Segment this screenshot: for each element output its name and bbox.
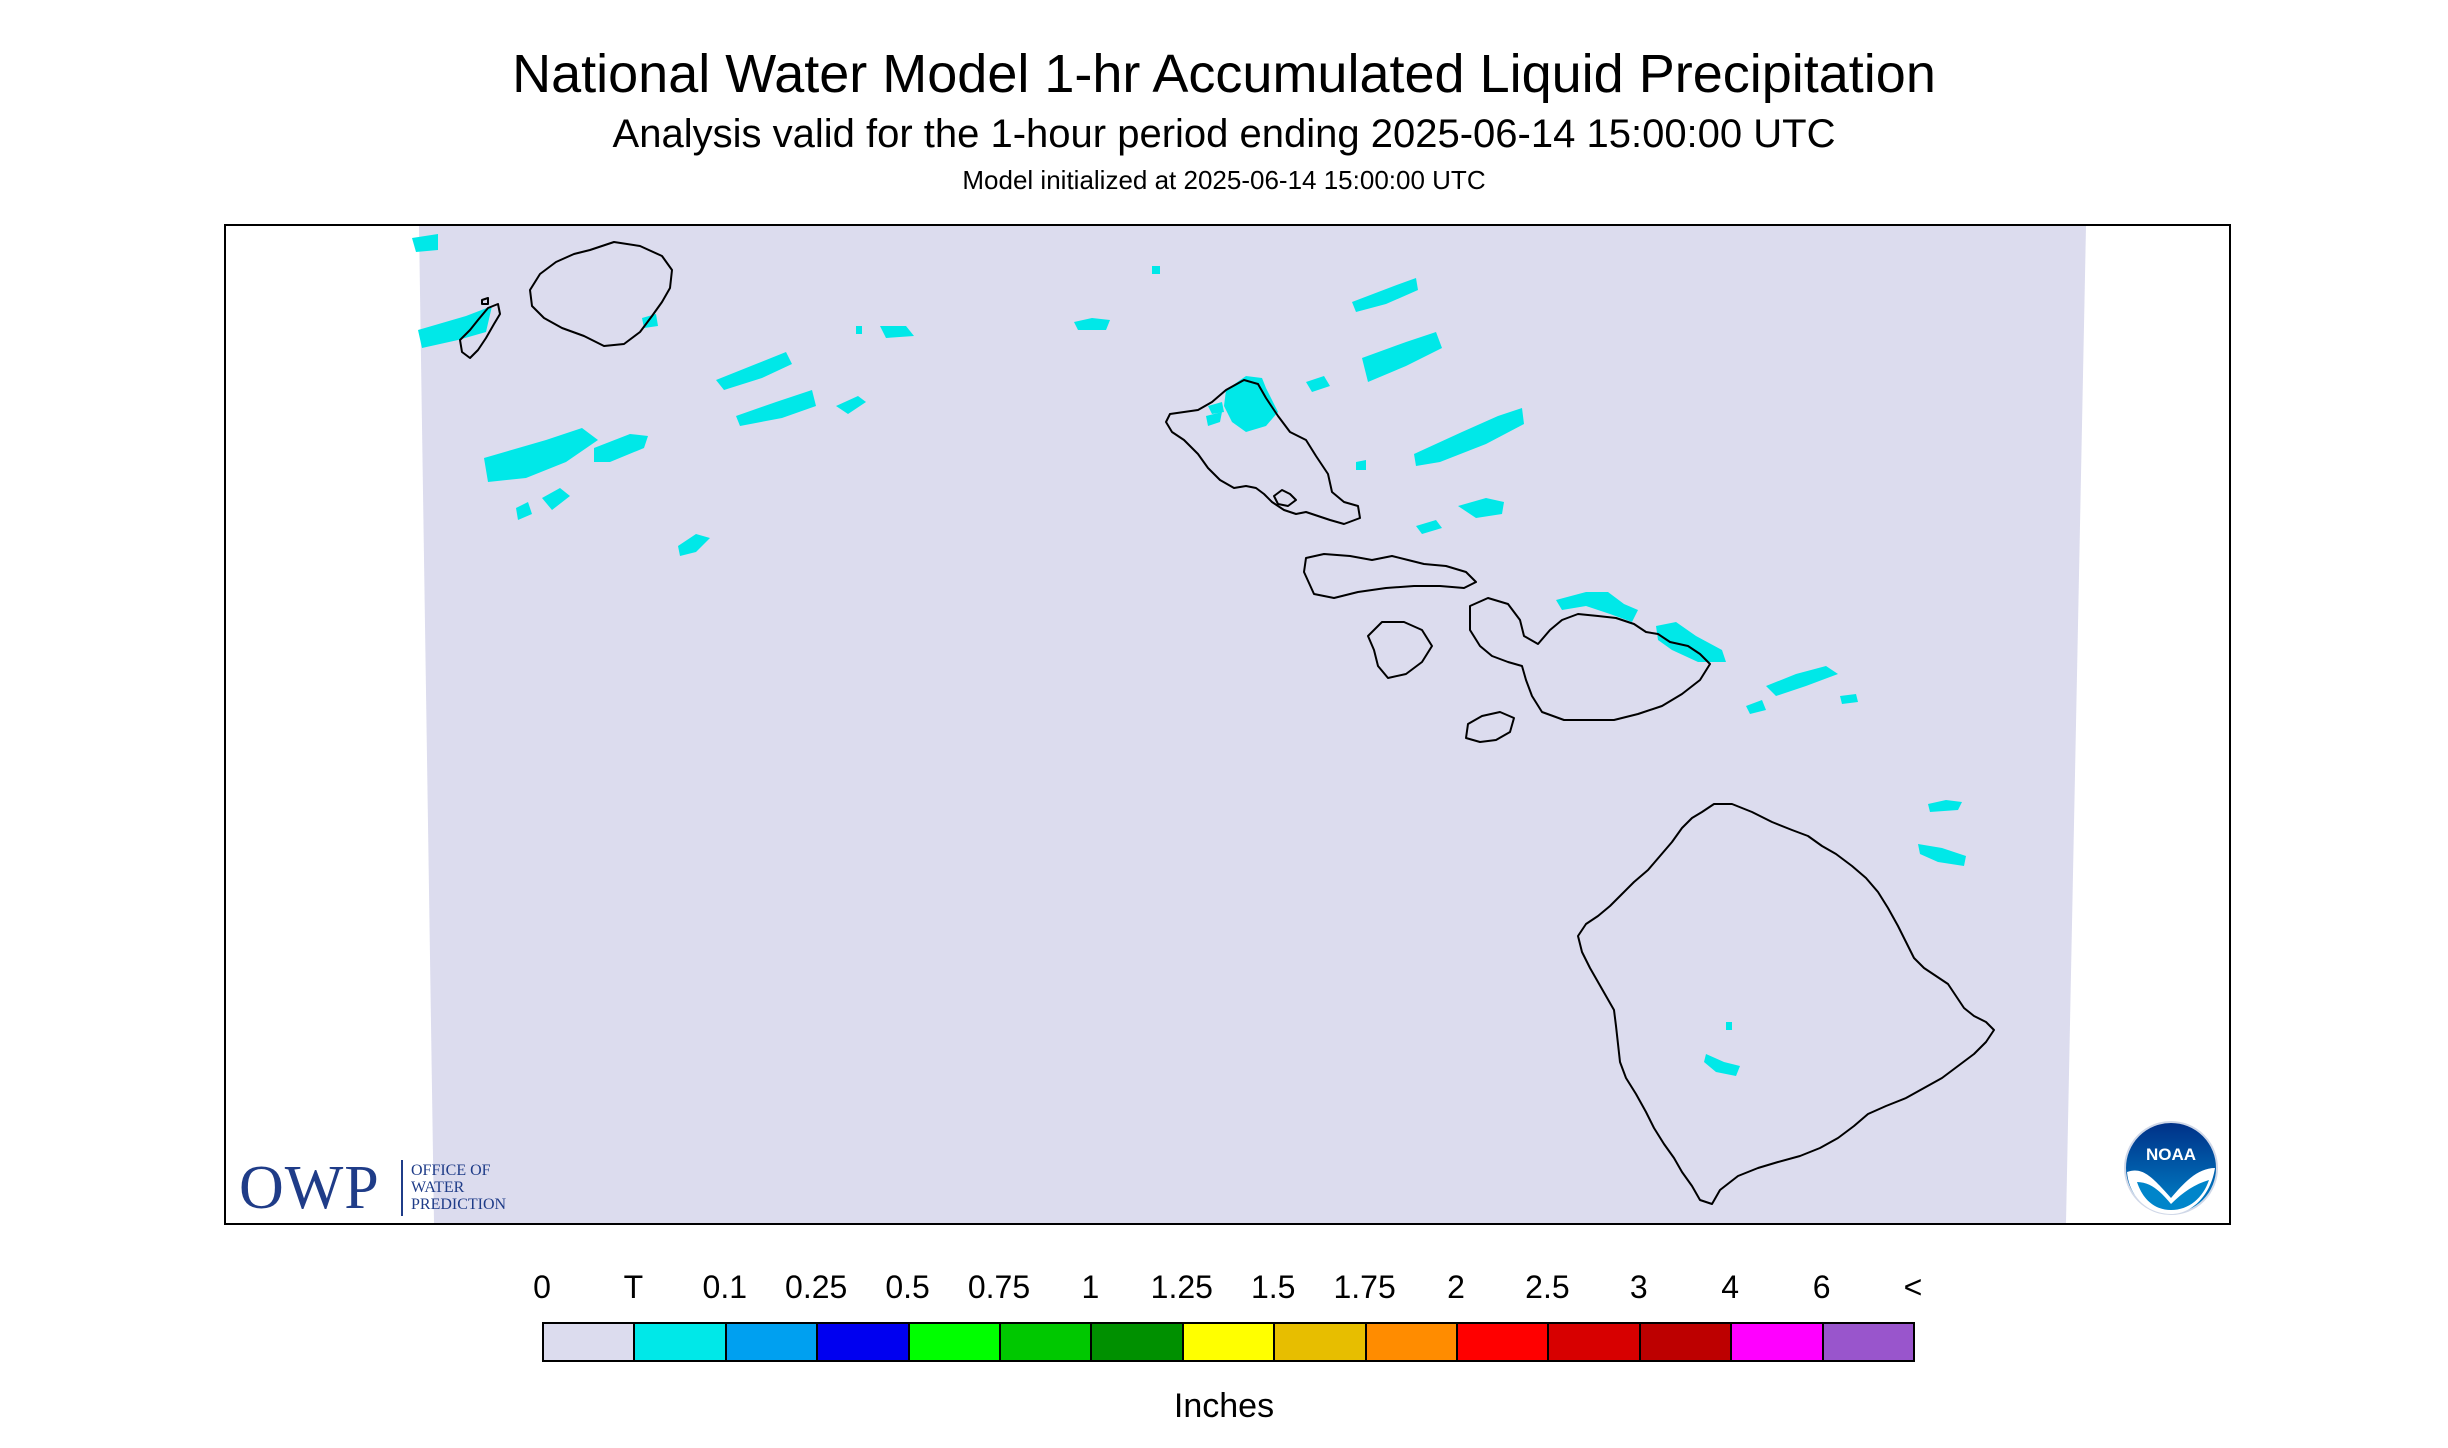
legend-tick-label: 0.75 (967, 1269, 1031, 1305)
legend-color-box (1547, 1322, 1641, 1362)
precip-patch (542, 488, 570, 510)
legend-color-box (1273, 1322, 1367, 1362)
coastline-oahu (1165, 379, 1361, 525)
precip-patch (736, 390, 816, 426)
legend-color-box (1364, 1322, 1458, 1362)
precip-patch (1918, 844, 1966, 866)
precip-patches (412, 234, 1966, 1076)
legend-tick-label: 2 (1447, 1269, 1465, 1305)
legend-tick-label: 0.25 (785, 1269, 848, 1305)
precip-patch (1556, 592, 1638, 622)
precip-patch (1766, 666, 1838, 696)
legend-color-box (816, 1322, 910, 1362)
legend-tick-label: 6 (1812, 1269, 1831, 1305)
legend-tick-label: < (1903, 1269, 1923, 1305)
precip-patch (1458, 498, 1504, 518)
legend-tick-label: 0.1 (702, 1269, 748, 1305)
legend-tick-label: 1 (1081, 1269, 1100, 1305)
legend-color-box (724, 1322, 819, 1362)
legend-tick-label: 2.5 (1525, 1269, 1570, 1305)
map-panel (224, 224, 2231, 1225)
owp-logo-line: WATER (411, 1179, 465, 1196)
noaa-emblem-icon: NOAA (2124, 1121, 2218, 1215)
map-subtitle: Analysis valid for the 1-hour period end… (612, 112, 1836, 156)
precip-patch (1840, 694, 1858, 704)
precip-patch (1656, 622, 1726, 662)
noaa-logo: NOAA (2123, 1120, 2219, 1216)
coastline-niihau (459, 303, 501, 359)
map-title: National Water Model 1-hr Accumulated Li… (512, 44, 1936, 104)
precip-legend (542, 1322, 1915, 1366)
precip-patch (856, 326, 862, 334)
precip-patch (678, 534, 710, 556)
legend-color-box (633, 1322, 727, 1362)
precip-patch (1224, 376, 1278, 432)
precipitation-map (412, 226, 2086, 1223)
legend-tick-label: 1.25 (1150, 1269, 1213, 1305)
model-domain (419, 226, 2086, 1223)
precip-patch (1352, 278, 1418, 312)
precip-patch (1928, 800, 1962, 812)
legend-tick-label: 0 (533, 1269, 551, 1305)
precip-patch (1306, 376, 1330, 392)
precip-patch (1152, 266, 1160, 274)
coastline-hawaii (1577, 803, 1995, 1205)
precip-patch (1362, 332, 1442, 382)
model-init-line: Model initialized at 2025-06-14 15:00:00… (962, 165, 1486, 195)
coastline-pearl-harbor (1273, 489, 1297, 507)
precip-patch (412, 234, 438, 252)
precip-patch (418, 306, 492, 348)
coastline-maui (1469, 597, 1711, 721)
precip-patch (1746, 700, 1766, 714)
legend-tick-label: 4 (1721, 1269, 1740, 1305)
owp-logo-line: PREDICTION (411, 1196, 507, 1213)
noaa-logo-text: NOAA (2146, 1145, 2196, 1164)
precip-patch (880, 326, 914, 338)
legend-tick-label: T (623, 1269, 644, 1305)
owp-logo: OWP OFFICE OF WATER PREDICTION (239, 1154, 559, 1222)
precip-patch (1206, 412, 1222, 426)
legend-units: Inches (1173, 1387, 1275, 1425)
coastline-kahoolawe (1465, 711, 1515, 743)
legend-tick-label: 1.75 (1333, 1269, 1396, 1305)
precip-patch (716, 352, 792, 390)
legend-color-box (1181, 1322, 1276, 1362)
legend-color-box (1638, 1322, 1733, 1362)
legend-color-box (999, 1322, 1093, 1362)
coastline-lanai (1367, 621, 1433, 679)
legend-color-box (907, 1322, 1001, 1362)
precip-patch (836, 396, 866, 414)
owp-logo-line: OFFICE OF (411, 1162, 491, 1179)
legend-color-box (1730, 1322, 1824, 1362)
coastline-kauai (529, 241, 673, 347)
coastline-lehua (481, 297, 489, 305)
precip-patch (1074, 318, 1110, 330)
precip-patch (1726, 1022, 1732, 1030)
precip-patch (516, 502, 532, 520)
precip-patch (1704, 1054, 1740, 1076)
coastlines (459, 241, 1995, 1205)
owp-logo-text: OWP (239, 1154, 380, 1222)
precip-patch (484, 428, 598, 482)
owp-logo-divider (401, 1160, 403, 1216)
precip-patch (1356, 460, 1366, 470)
legend-color-box (1821, 1322, 1915, 1362)
legend-tick-label: 1.5 (1250, 1269, 1296, 1305)
legend-tick-label: 0.5 (885, 1269, 930, 1305)
precip-patch (594, 434, 648, 462)
legend-color-box (1456, 1322, 1550, 1362)
precip-patch (1414, 408, 1524, 466)
precip-patch (1416, 520, 1442, 534)
coastline-molokai (1303, 553, 1477, 599)
legend-color-box (1090, 1322, 1184, 1362)
legend-color-box (542, 1322, 636, 1362)
precip-patch (1208, 402, 1224, 414)
legend-tick-label: 3 (1629, 1269, 1648, 1305)
